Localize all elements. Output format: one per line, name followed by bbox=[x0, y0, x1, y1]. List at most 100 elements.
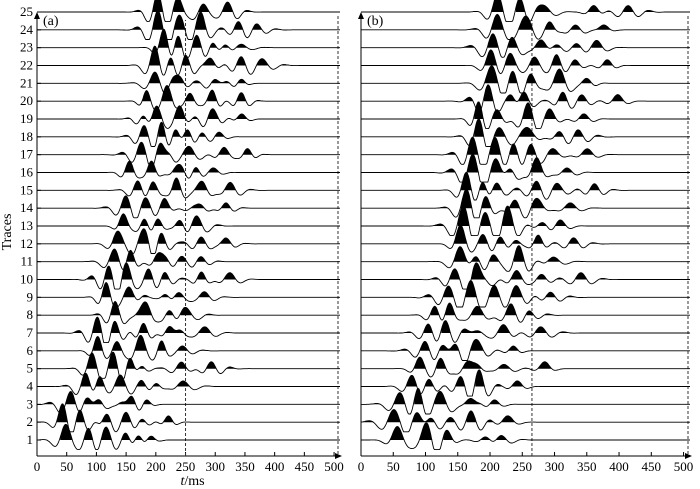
trace-24-fill-a bbox=[64, 10, 340, 30]
trace-10-a bbox=[37, 262, 340, 290]
trace-3-fill-a bbox=[42, 391, 196, 405]
trace-17-fill-b bbox=[384, 137, 663, 155]
trace-7-fill-b bbox=[361, 320, 644, 333]
trace-17-a bbox=[37, 141, 340, 165]
trace-5-fill-a bbox=[43, 352, 297, 369]
trace-14-a bbox=[37, 195, 340, 219]
trace-11-b bbox=[361, 245, 690, 272]
panel-b: (b) 0 50 100 150 200 250 300 350 400 450 500 bbox=[358, 0, 694, 474]
x-tick-label-b: 100 bbox=[416, 459, 436, 474]
trace-19-a bbox=[37, 105, 340, 129]
trace-1-b bbox=[361, 422, 690, 451]
trace-11-fill-a bbox=[37, 249, 277, 262]
trace-17-b bbox=[361, 136, 690, 165]
x-tick-label-b: 0 bbox=[358, 459, 365, 474]
y-tick-label: 23 bbox=[20, 40, 33, 55]
y-tick-label: 8 bbox=[27, 307, 34, 322]
trace-7-b bbox=[361, 320, 690, 343]
x-axis-title-a: t/ms bbox=[180, 474, 204, 489]
trace-15-b bbox=[361, 171, 690, 201]
trace-9-a bbox=[37, 282, 340, 308]
y-tick-label: 1 bbox=[27, 432, 34, 447]
trace-24-fill-b bbox=[417, 14, 667, 30]
trace-10-fill-b bbox=[369, 262, 678, 280]
trace-20-b bbox=[361, 84, 690, 112]
trace-6-b bbox=[361, 338, 690, 361]
y-tick-label: 2 bbox=[27, 414, 34, 429]
x-tick-label-a: 0 bbox=[34, 459, 41, 474]
trace-9-fill-a bbox=[37, 282, 277, 298]
y-tick-label: 16 bbox=[20, 165, 34, 180]
y-tick-label: 24 bbox=[20, 22, 34, 37]
trace-4-fill-b bbox=[361, 369, 573, 387]
trace-6-fill-a bbox=[50, 335, 273, 351]
trace-12-b bbox=[361, 224, 690, 253]
trace-12-a bbox=[37, 228, 340, 254]
trace-10-b bbox=[361, 262, 690, 290]
trace-11-a bbox=[37, 248, 340, 270]
y-tick-label: 19 bbox=[20, 111, 33, 126]
trace-4-fill-a bbox=[37, 373, 268, 387]
trace-22-fill-a bbox=[83, 46, 339, 66]
y-tick-label: 10 bbox=[20, 272, 33, 287]
trace-3-a bbox=[37, 390, 340, 414]
y-tick-label: 18 bbox=[20, 129, 33, 144]
trace-21-b bbox=[361, 65, 690, 94]
x-tick-label-b: 300 bbox=[545, 459, 565, 474]
trace-6-a bbox=[37, 334, 340, 361]
y-tick-label: 13 bbox=[20, 218, 33, 233]
trace-14-fill-b bbox=[387, 188, 655, 209]
x-tick-label-a: 450 bbox=[295, 459, 315, 474]
trace-2-b bbox=[360, 409, 690, 433]
trace-16-b bbox=[361, 153, 690, 183]
trace-19-fill-a bbox=[74, 105, 303, 119]
trace-22-a bbox=[37, 45, 340, 76]
trace-12-fill-b bbox=[402, 224, 663, 244]
trace-16-a bbox=[37, 160, 340, 179]
x-tick-label-b: 350 bbox=[577, 459, 597, 474]
x-tick-label-b: 400 bbox=[609, 459, 629, 474]
trace-10-fill-a bbox=[37, 262, 309, 280]
x-tick-label-b: 450 bbox=[642, 459, 662, 474]
trace-3-b bbox=[361, 387, 690, 415]
x-tick-label-a: 250 bbox=[176, 459, 196, 474]
trace-1-fill-b bbox=[362, 422, 582, 440]
trace-14-fill-a bbox=[53, 195, 289, 209]
trace-17-fill-a bbox=[55, 142, 308, 155]
trace-9-fill-b bbox=[361, 280, 642, 298]
x-axis-arrow-b bbox=[685, 453, 692, 459]
panel-a: (a)0 50 100 150 200 250 300 350 400 450 500t/ms123… bbox=[20, 0, 344, 489]
y-tick-label: 3 bbox=[27, 396, 34, 411]
trace-22-b bbox=[361, 49, 690, 75]
x-tick-label-b: 250 bbox=[513, 459, 533, 474]
x-tick-label-b: 150 bbox=[448, 459, 468, 474]
y-tick-label: 5 bbox=[27, 361, 34, 376]
trace-8-a bbox=[37, 300, 340, 325]
x-axis-arrow-a bbox=[335, 453, 342, 459]
x-tick-label-a: 400 bbox=[265, 459, 285, 474]
trace-4-b bbox=[361, 369, 690, 397]
x-tick-label-a: 150 bbox=[116, 459, 136, 474]
y-axis-title: Traces bbox=[0, 214, 15, 251]
panel-label-a: (a) bbox=[43, 14, 59, 29]
trace-20-fill-a bbox=[105, 85, 304, 102]
trace-25-fill-a bbox=[87, 0, 317, 12]
x-tick-label-b: 500 bbox=[674, 459, 694, 474]
x-tick-label-a: 100 bbox=[87, 459, 107, 474]
trace-6-fill-b bbox=[361, 339, 563, 351]
y-tick-label: 21 bbox=[20, 75, 33, 90]
x-tick-label-a: 200 bbox=[146, 459, 166, 474]
trace-25-a bbox=[37, 0, 340, 23]
y-tick-label: 22 bbox=[20, 58, 33, 73]
trace-7-fill-a bbox=[37, 317, 288, 333]
x-tick-label-a: 500 bbox=[324, 459, 344, 474]
trace-2-a bbox=[37, 403, 340, 433]
trace-16-fill-a bbox=[82, 161, 268, 173]
panel-label-b: (b) bbox=[367, 14, 384, 29]
trace-24-a bbox=[37, 10, 340, 40]
trace-4-a bbox=[37, 372, 340, 395]
trace-23-b bbox=[361, 33, 690, 58]
trace-20-a bbox=[37, 84, 340, 111]
trace-23-fill-a bbox=[105, 29, 327, 48]
